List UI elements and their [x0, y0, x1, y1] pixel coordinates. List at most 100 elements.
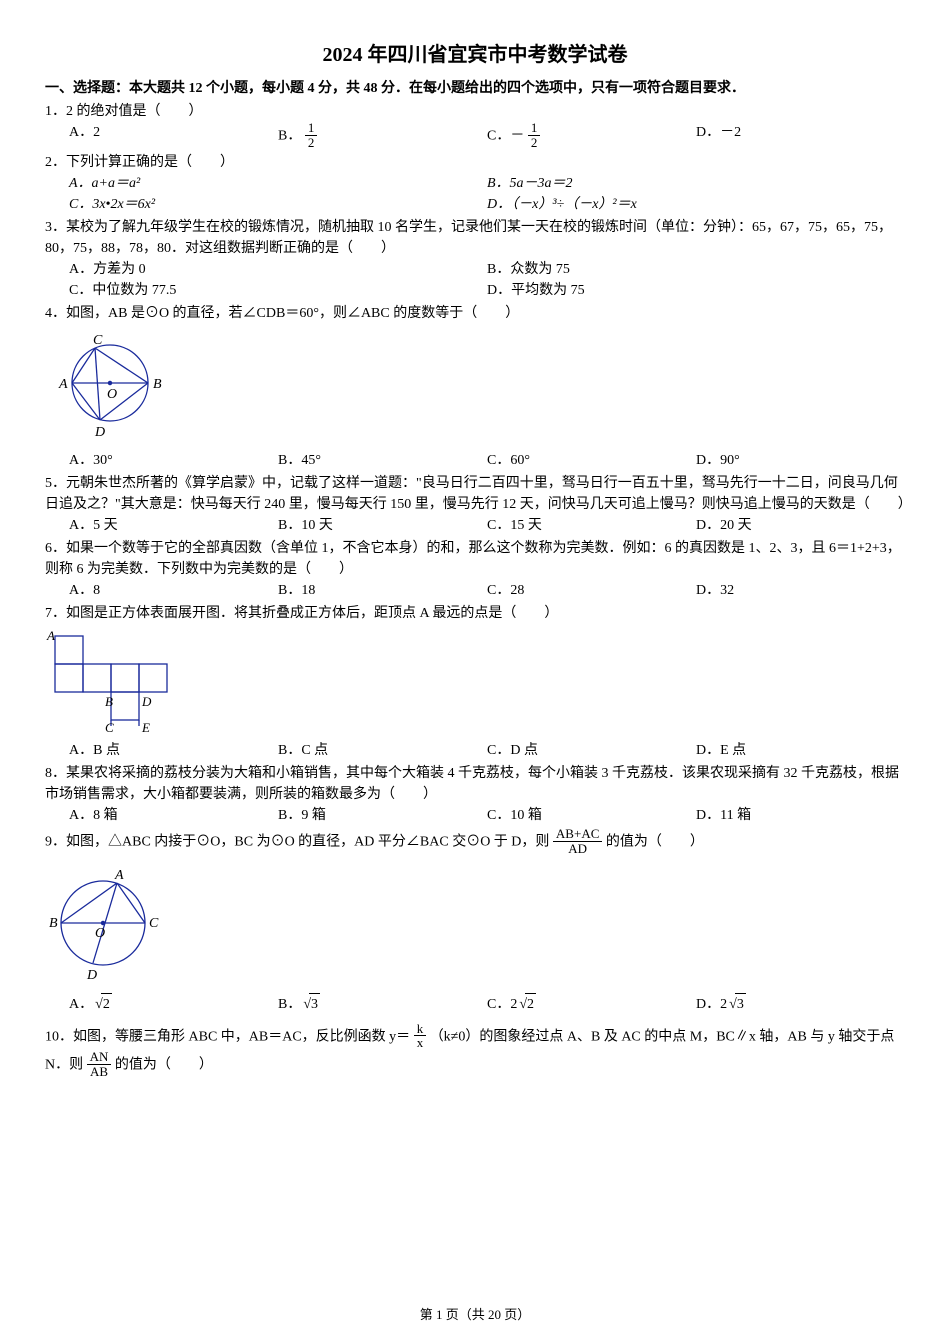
question-9: 9．如图，△ABC 内接于⊙O，BC 为⊙O 的直径，AD 平分∠BAC 交⊙O…	[45, 828, 905, 1014]
q6-stem: 6．如果一个数等于它的全部真因数（含单位 1，不含它本身）的和，那么这个数称为完…	[45, 538, 905, 580]
q7-optB: B．C 点	[278, 740, 487, 761]
frac-num: 1	[305, 121, 318, 136]
frac-den: x	[414, 1036, 427, 1050]
q5-optA: A．5 天	[69, 515, 278, 536]
q3-optB: B．众数为 75	[487, 259, 905, 280]
frac-num: AN	[87, 1050, 112, 1065]
q2-stem: 2．下列计算正确的是（ ）	[45, 152, 905, 173]
opt-text: C．D 点	[487, 743, 538, 758]
q9-optC: C．2 2	[487, 993, 696, 1015]
q5-options: A．5 天 B．10 天 C．15 天 D．20 天	[69, 515, 905, 536]
q2-optD: D．（－x）³÷（－x）²＝x	[487, 194, 905, 215]
opt-text: D．E 点	[696, 743, 746, 758]
q7-options: A．B 点 B．C 点 C．D 点 D．E 点	[69, 740, 905, 761]
q8-stem: 8．某果农将采摘的荔枝分装为大箱和小箱销售，其中每个大箱装 4 千克荔枝，每个小…	[45, 763, 905, 805]
fraction: AB+ACAD	[553, 827, 602, 855]
q8-options: A．8 箱 B．9 箱 C．10 箱 D．11 箱	[69, 805, 905, 826]
q4-optB: B．45°	[278, 450, 487, 471]
q4-optC: C．60°	[487, 450, 696, 471]
q7-optC: C．D 点	[487, 740, 696, 761]
fraction: 12	[305, 121, 318, 149]
sqrt: 3	[727, 993, 746, 1015]
q2-optB: B．5a－3a＝2	[487, 173, 905, 194]
label-D: D	[141, 694, 152, 709]
q7-optD: D．E 点	[696, 740, 905, 761]
q1-optA: A．2	[69, 122, 278, 150]
q3-optA: A．方差为 0	[69, 259, 487, 280]
q1-optB: B． 12	[278, 122, 487, 150]
circle-diagram-icon: C A B O D	[45, 328, 185, 448]
label-B: B	[153, 377, 162, 392]
opt-text: A．a+a＝a²	[69, 176, 140, 191]
section-heading: 一、选择题：本大题共 12 个小题，每小题 4 分，共 48 分．在每小题给出的…	[45, 78, 905, 99]
q8-optB: B．9 箱	[278, 805, 487, 826]
q10-stem-pre: 10．如图，等腰三角形 ABC 中，AB＝AC，反比例函数 y＝	[45, 1029, 410, 1044]
q8-optC: C．10 箱	[487, 805, 696, 826]
label-D: D	[86, 968, 97, 983]
q1-options: A．2 B． 12 C．－ 12 D．－2	[69, 122, 905, 150]
radicand: 2	[525, 993, 536, 1015]
q3-optD: D．平均数为 75	[487, 280, 905, 301]
q4-figure: C A B O D	[45, 328, 905, 448]
q10-stem: 10．如图，等腰三角形 ABC 中，AB＝AC，反比例函数 y＝ kx （k≠0…	[45, 1023, 905, 1080]
q7-stem: 7．如图是正方体表面展开图．将其折叠成正方体后，距顶点 A 最远的点是（ ）	[45, 603, 905, 624]
label-C: C	[93, 333, 103, 348]
frac-den: 2	[528, 136, 541, 150]
label-C: C	[149, 916, 159, 931]
q9-optA: A．2	[69, 993, 278, 1015]
label-A: A	[114, 868, 124, 883]
opt-text: B．5a－3a＝2	[487, 176, 573, 191]
q1-optD: D．－2	[696, 122, 905, 150]
q6-optB: B．18	[278, 580, 487, 601]
q5-stem: 5．元朝朱世杰所著的《算学启蒙》中，记载了这样一道题："良马日行二百四十里，驽马…	[45, 473, 905, 515]
label-O: O	[95, 926, 105, 941]
opt-text: A．B 点	[69, 743, 120, 758]
frac-den: AB	[87, 1065, 112, 1079]
opt-text: C．3x•2x＝6x²	[69, 197, 155, 212]
q1-stem: 1．2 的绝对值是（ ）	[45, 101, 905, 122]
frac-den: 2	[305, 136, 318, 150]
label-O: O	[107, 387, 117, 402]
question-6: 6．如果一个数等于它的全部真因数（含单位 1，不含它本身）的和，那么这个数称为完…	[45, 538, 905, 601]
q9-stem-pre: 9．如图，△ABC 内接于⊙O，BC 为⊙O 的直径，AD 平分∠BAC 交⊙O…	[45, 835, 549, 850]
q9-stem: 9．如图，△ABC 内接于⊙O，BC 为⊙O 的直径，AD 平分∠BAC 交⊙O…	[45, 828, 905, 856]
q3-optC: C．中位数为 77.5	[69, 280, 487, 301]
q4-optD: D．90°	[696, 450, 905, 471]
q5-optB: B．10 天	[278, 515, 487, 536]
q9-options: A．2 B． 3 C．2 2 D．2 3	[69, 993, 905, 1015]
question-4: 4．如图，AB 是⊙O 的直径，若∠CDB＝60°，则∠ABC 的度数等于（ ）…	[45, 303, 905, 471]
q9-stem-post: 的值为（ ）	[606, 835, 704, 850]
label-D: D	[94, 425, 105, 440]
question-8: 8．某果农将采摘的荔枝分装为大箱和小箱销售，其中每个大箱装 4 千克荔枝，每个小…	[45, 763, 905, 826]
q2-optA: A．a+a＝a²	[69, 173, 487, 194]
fraction: ANAB	[87, 1050, 112, 1078]
question-5: 5．元朝朱世杰所著的《算学启蒙》中，记载了这样一道题："良马日行二百四十里，驽马…	[45, 473, 905, 536]
opt-text: B．C 点	[278, 743, 328, 758]
label-C: C	[105, 720, 114, 735]
q3-stem: 3．某校为了解九年级学生在校的锻炼情况，随机抽取 10 名学生，记录他们某一天在…	[45, 217, 905, 259]
q7-figure: A B C D E	[45, 628, 905, 738]
q6-optC: C．28	[487, 580, 696, 601]
q5-optC: C．15 天	[487, 515, 696, 536]
opt-pre: B．	[278, 997, 301, 1012]
radicand: 2	[101, 993, 112, 1015]
frac-num: AB+AC	[553, 827, 602, 842]
radicand: 3	[735, 993, 746, 1015]
cube-net-icon: A B C D E	[45, 628, 195, 738]
radicand: 3	[309, 993, 320, 1015]
fraction: kx	[414, 1022, 427, 1050]
q4-stem: 4．如图，AB 是⊙O 的直径，若∠CDB＝60°，则∠ABC 的度数等于（ ）	[45, 303, 905, 324]
sqrt: 2	[517, 993, 536, 1015]
frac-num: 1	[528, 121, 541, 136]
label-E: E	[141, 720, 150, 735]
label-A: A	[46, 628, 55, 643]
fraction: 12	[528, 121, 541, 149]
q9-optD: D．2 3	[696, 993, 905, 1015]
opt-pre: D．2	[696, 997, 727, 1012]
question-1: 1．2 的绝对值是（ ） A．2 B． 12 C．－ 12 D．－2	[45, 101, 905, 150]
q1-optC-pre: C．－	[487, 128, 524, 143]
question-3: 3．某校为了解九年级学生在校的锻炼情况，随机抽取 10 名学生，记录他们某一天在…	[45, 217, 905, 301]
question-10: 10．如图，等腰三角形 ABC 中，AB＝AC，反比例函数 y＝ kx （k≠0…	[45, 1023, 905, 1080]
question-2: 2．下列计算正确的是（ ） A．a+a＝a² B．5a－3a＝2 C．3x•2x…	[45, 152, 905, 215]
opt-pre: C．2	[487, 997, 517, 1012]
